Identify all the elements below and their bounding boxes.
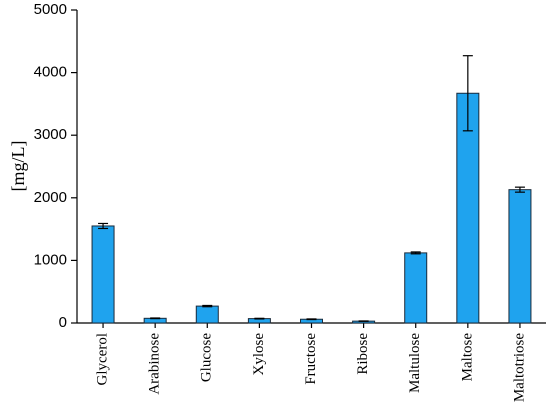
- x-tick-label: Maltose: [459, 333, 475, 382]
- x-tick-label: Glycerol: [94, 333, 110, 385]
- y-tick-label: 5000: [34, 1, 67, 18]
- y-tick-label: 3000: [34, 126, 67, 143]
- error-bar: [202, 304, 213, 308]
- bar: [404, 252, 428, 324]
- x-tick-label: Ribose: [355, 333, 371, 375]
- error-bar: [514, 186, 525, 193]
- error-bar: [150, 317, 161, 320]
- x-tick-label: Fructose: [303, 333, 319, 385]
- x-tick-label: Xylose: [251, 333, 267, 376]
- y-tick-label: 0: [59, 314, 67, 331]
- error-bar: [254, 317, 265, 320]
- x-tick-label: Glucose: [199, 333, 215, 382]
- y-tick-label: 4000: [34, 64, 67, 81]
- x-tick-label: Maltulose: [407, 333, 423, 393]
- error-bar: [306, 318, 317, 321]
- bar: [91, 225, 115, 324]
- x-tick-label: Arabinose: [147, 333, 163, 395]
- bar: [508, 189, 532, 324]
- y-tick-label: 1000: [34, 251, 67, 268]
- error-bar: [462, 55, 473, 132]
- error-bar: [98, 222, 109, 230]
- x-tick-label: Maltotriose: [511, 333, 527, 402]
- y-tick-label: 2000: [34, 189, 67, 206]
- bar: [195, 305, 219, 324]
- error-bar: [410, 251, 421, 255]
- y-axis-label: [mg/L]: [8, 141, 28, 192]
